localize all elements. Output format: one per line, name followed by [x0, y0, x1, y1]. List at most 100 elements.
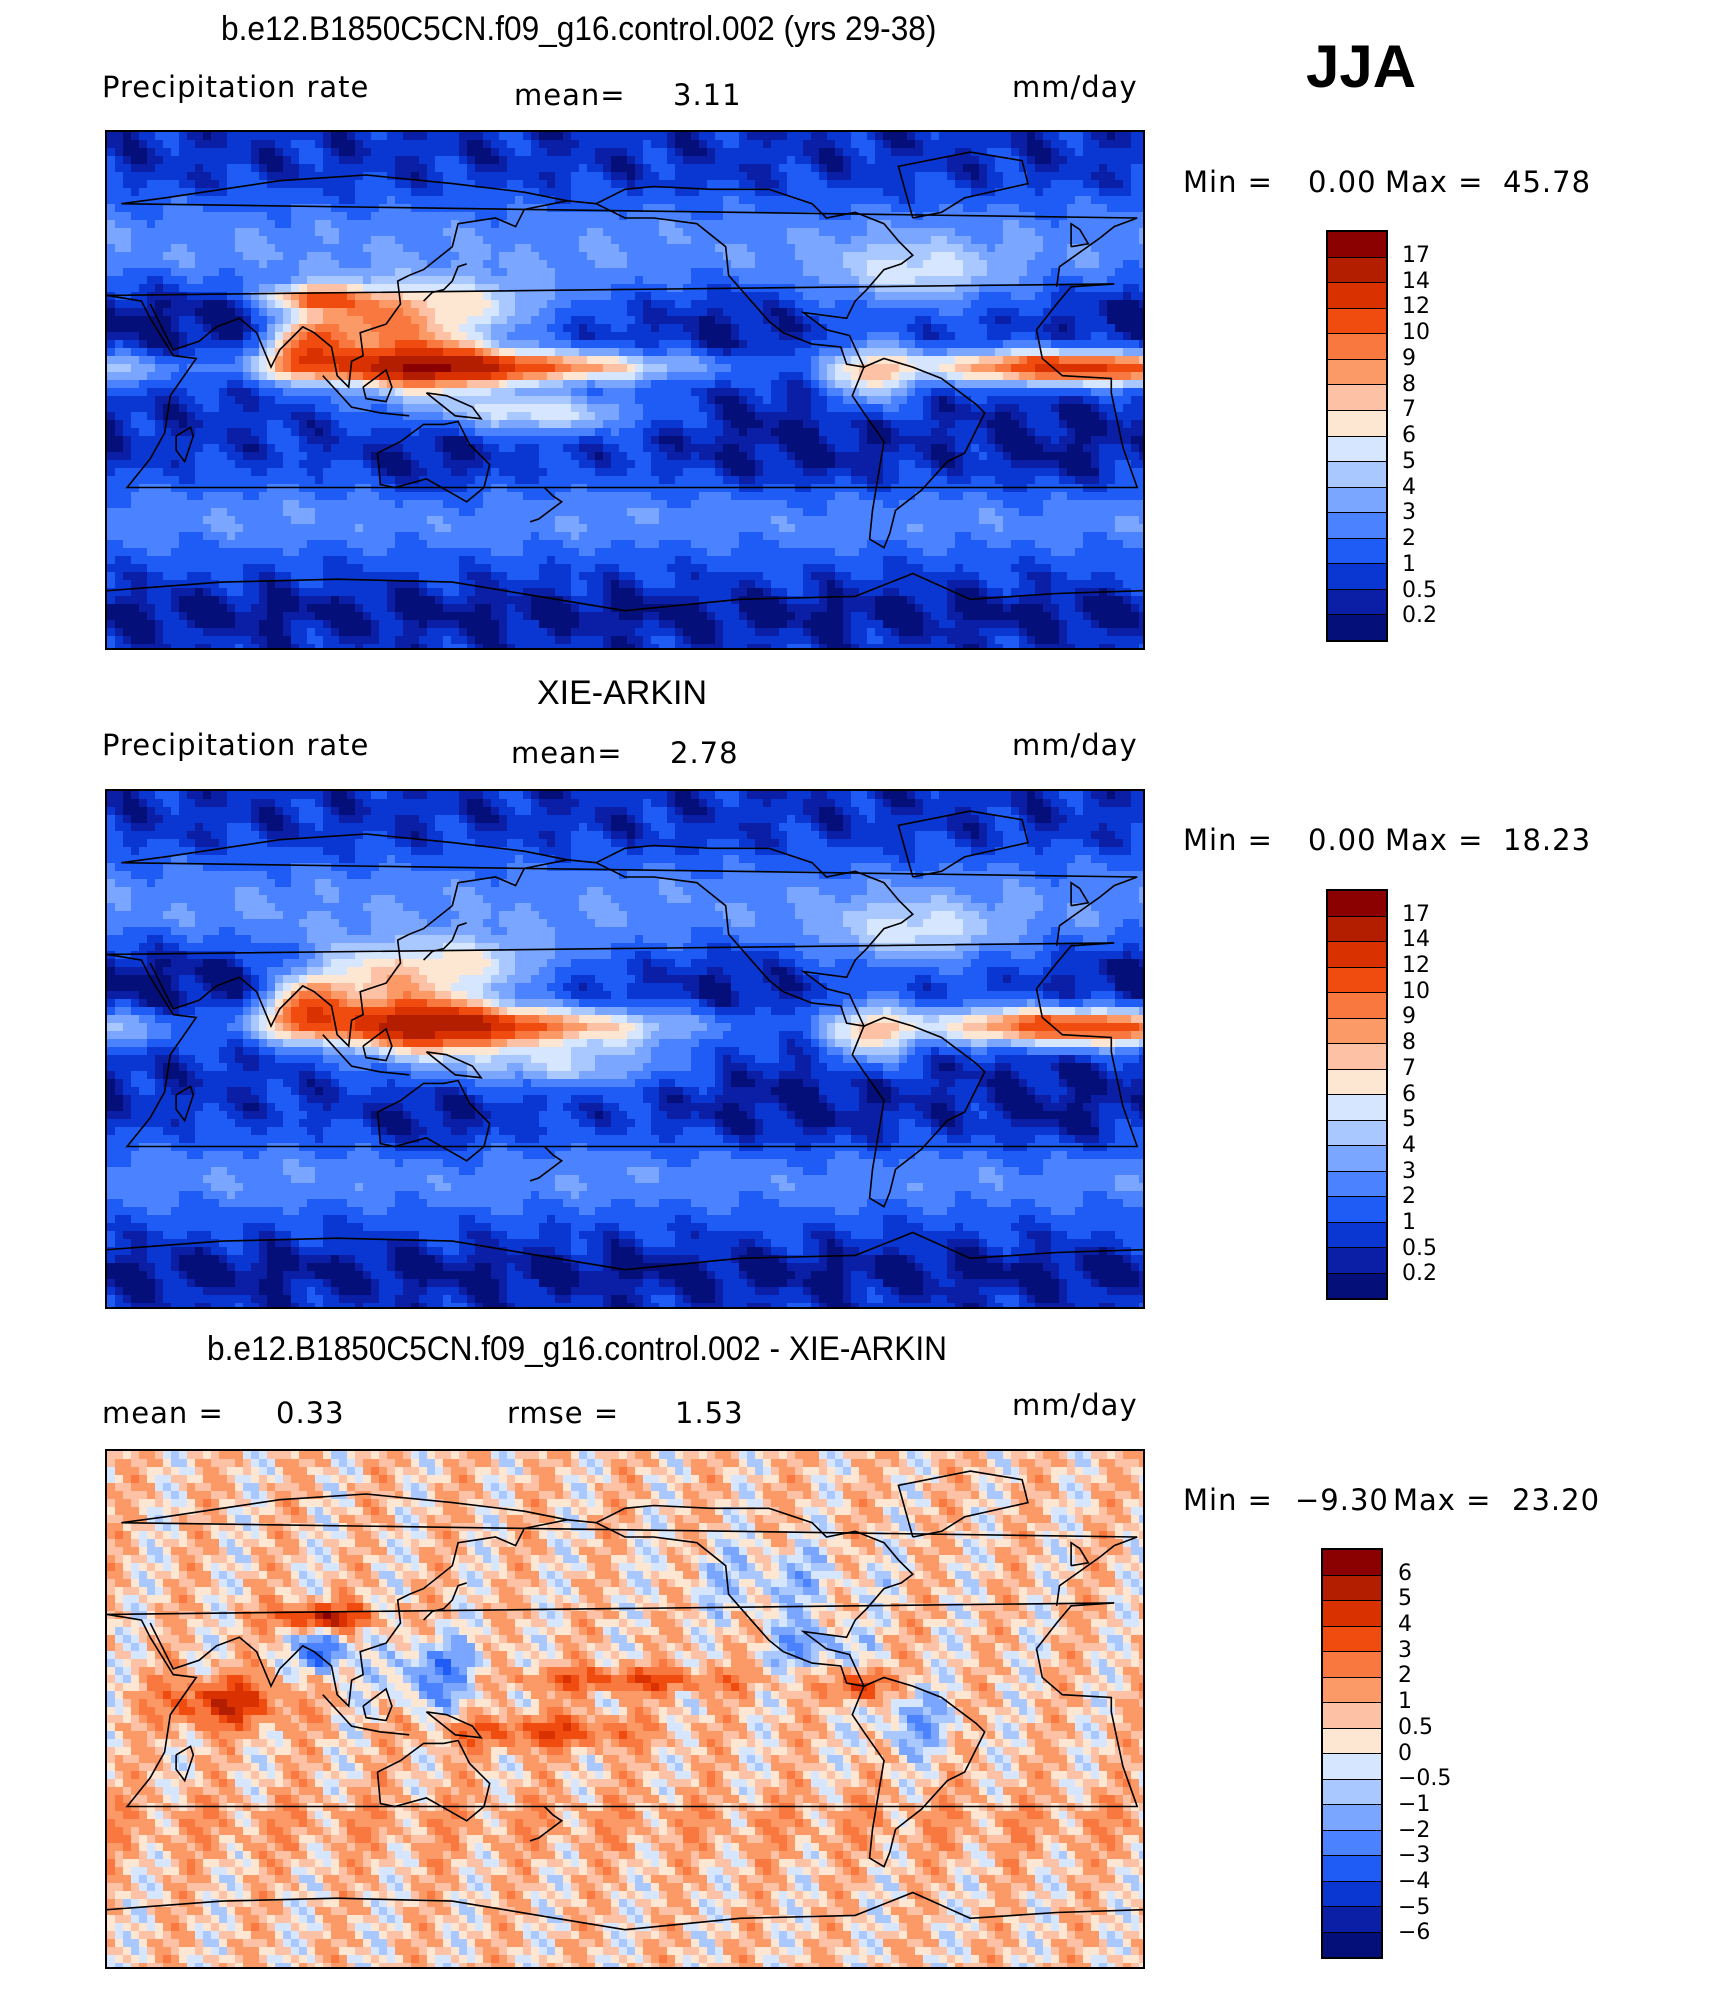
field-cell — [1027, 268, 1036, 277]
field-cell — [819, 220, 828, 229]
field-cell — [579, 236, 588, 245]
field-cell — [851, 244, 860, 253]
field-cell — [1035, 172, 1044, 181]
field-cell — [763, 276, 772, 285]
field-cell — [691, 364, 700, 373]
field-cell — [587, 268, 596, 277]
field-cell — [899, 156, 908, 165]
field-cell — [331, 348, 340, 357]
field-cell — [315, 220, 324, 229]
field-cell — [611, 388, 620, 397]
field-cell — [1011, 292, 1020, 301]
field-cell — [435, 388, 444, 397]
field-cell — [883, 228, 892, 237]
field-cell — [763, 228, 772, 237]
field-cell — [955, 140, 964, 149]
field-cell — [139, 380, 148, 389]
field-cell — [667, 428, 676, 437]
field-cell — [507, 436, 516, 445]
field-cell — [627, 332, 636, 341]
field-cell — [323, 244, 332, 253]
field-cell — [467, 276, 476, 285]
field-cell — [979, 236, 988, 245]
field-cell — [539, 204, 548, 213]
field-cell — [827, 228, 836, 237]
field-cell — [1083, 324, 1092, 333]
field-cell — [667, 300, 676, 309]
field-cell — [275, 300, 284, 309]
field-cell — [947, 260, 956, 269]
field-cell — [1067, 428, 1076, 437]
field-cell — [803, 252, 812, 261]
field-cell — [651, 364, 660, 373]
field-cell — [715, 244, 724, 253]
field-cell — [811, 388, 820, 397]
field-cell — [1043, 372, 1052, 381]
field-cell — [1139, 228, 1143, 237]
field-cell — [1139, 388, 1143, 397]
field-cell — [251, 164, 260, 173]
field-cell — [315, 236, 324, 245]
field-cell — [651, 140, 660, 149]
field-cell — [243, 348, 252, 357]
field-cell — [619, 164, 628, 173]
field-cell — [1003, 356, 1012, 365]
field-cell — [259, 436, 268, 445]
field-cell — [139, 236, 148, 245]
field-cell — [739, 196, 748, 205]
field-cell — [947, 132, 956, 141]
field-cell — [563, 220, 572, 229]
field-cell — [515, 348, 524, 357]
field-cell — [131, 316, 140, 325]
field-cell — [1083, 148, 1092, 157]
field-cell — [707, 428, 716, 437]
field-cell — [763, 204, 772, 213]
field-cell — [867, 156, 876, 165]
field-cell — [579, 260, 588, 269]
field-cell — [947, 364, 956, 373]
field-cell — [323, 236, 332, 245]
field-cell — [1091, 348, 1100, 357]
field-cell — [339, 156, 348, 165]
field-cell — [339, 404, 348, 413]
field-cell — [155, 316, 164, 325]
field-cell — [899, 356, 908, 365]
field-cell — [811, 260, 820, 269]
field-cell — [387, 316, 396, 325]
field-cell — [1019, 196, 1028, 205]
field-cell — [243, 372, 252, 381]
field-cell — [971, 172, 980, 181]
field-cell — [643, 364, 652, 373]
field-cell — [995, 340, 1004, 349]
field-cell — [1099, 348, 1108, 357]
field-cell — [779, 180, 788, 189]
field-cell — [979, 396, 988, 405]
field-cell — [595, 372, 604, 381]
field-cell — [211, 292, 220, 301]
field-cell — [1091, 260, 1100, 269]
field-cell — [1059, 180, 1068, 189]
field-cell — [131, 404, 140, 413]
field-cell — [667, 372, 676, 381]
field-cell — [715, 372, 724, 381]
field-cell — [187, 364, 196, 373]
field-cell — [203, 132, 212, 141]
field-cell — [755, 228, 764, 237]
field-cell — [387, 252, 396, 261]
field-cell — [603, 340, 612, 349]
field-cell — [1035, 276, 1044, 285]
field-cell — [675, 404, 684, 413]
field-cell — [635, 132, 644, 141]
field-cell — [219, 140, 228, 149]
field-cell — [451, 292, 460, 301]
field-cell — [1115, 260, 1124, 269]
field-cell — [339, 204, 348, 213]
field-cell — [923, 252, 932, 261]
field-cell — [163, 276, 172, 285]
field-cell — [283, 196, 292, 205]
field-cell — [659, 292, 668, 301]
field-cell — [315, 132, 324, 141]
field-cell — [955, 252, 964, 261]
field-cell — [227, 188, 236, 197]
field-cell — [659, 204, 668, 213]
